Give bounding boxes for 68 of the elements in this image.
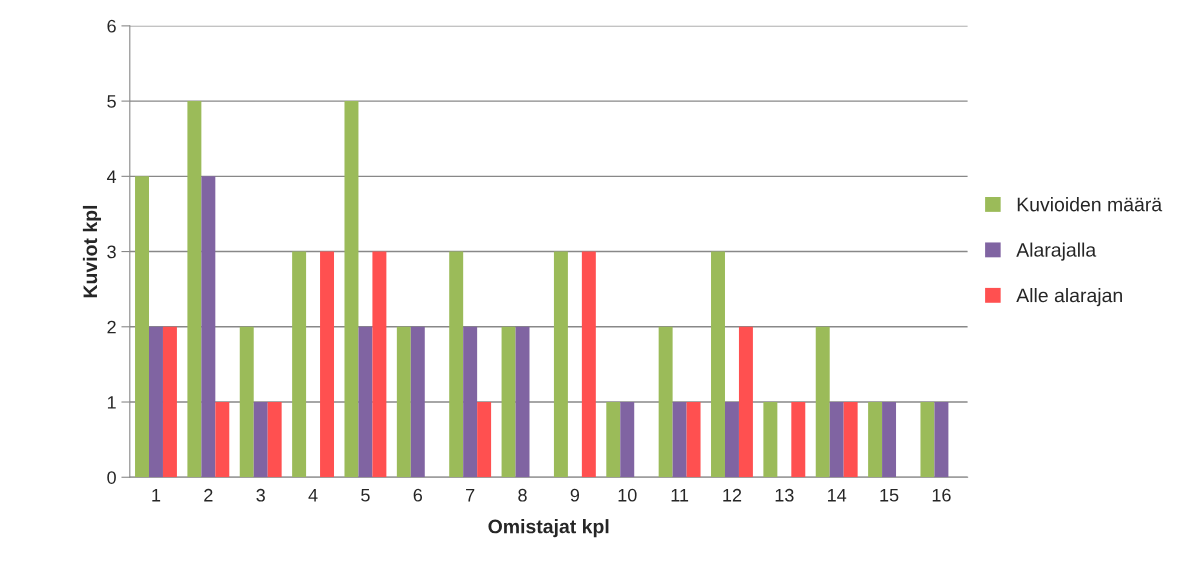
x-tick-label: 12 — [723, 488, 742, 502]
bar — [672, 402, 687, 478]
bar — [358, 326, 373, 478]
x-tick-label: 9 — [570, 488, 580, 502]
bar — [686, 402, 701, 478]
bar — [320, 251, 335, 478]
bar — [515, 326, 530, 478]
y-tick-label: 6 — [107, 19, 116, 33]
bar — [149, 326, 163, 478]
bar — [477, 402, 492, 478]
bar — [292, 251, 307, 478]
bar — [620, 402, 635, 478]
legend-label: Alarajalla — [1016, 242, 1097, 261]
bar — [187, 101, 202, 478]
bar — [843, 402, 858, 478]
bar — [201, 176, 216, 478]
bar — [267, 402, 282, 478]
y-tick-label: 2 — [107, 320, 116, 334]
bar — [463, 326, 478, 478]
bar — [658, 326, 673, 478]
bar — [934, 402, 949, 478]
x-tick-label: 15 — [880, 489, 899, 502]
y-tick-label: 3 — [107, 245, 116, 259]
bar — [215, 402, 230, 478]
y-tick-label: 5 — [107, 95, 116, 108]
bar — [253, 402, 268, 478]
x-tick-label: 13 — [775, 488, 794, 502]
x-tick-label: 14 — [828, 489, 847, 502]
legend-label: Kuvioiden määrä — [1017, 197, 1163, 212]
y-axis-title: Kuviot kpl — [82, 205, 102, 298]
bar — [162, 326, 177, 478]
bar — [724, 402, 739, 478]
x-tick-label: 11 — [671, 489, 689, 502]
y-tick-label: 0 — [107, 471, 116, 484]
bar — [239, 326, 254, 478]
x-tick-label: 1 — [152, 489, 161, 502]
bar — [711, 251, 725, 478]
bar — [882, 402, 897, 478]
bar — [791, 402, 806, 478]
x-tick-label: 7 — [466, 489, 475, 502]
x-tick-label: 3 — [256, 488, 265, 502]
bar — [449, 251, 464, 478]
x-tick-label: 2 — [204, 488, 213, 502]
x-tick-label: 8 — [518, 488, 527, 502]
bar — [344, 101, 359, 478]
bar — [868, 402, 883, 478]
x-axis-title: Omistajat kpl — [488, 519, 609, 538]
bar — [829, 402, 844, 478]
x-tick-label: 16 — [932, 488, 951, 502]
y-tick-label: 1 — [107, 396, 116, 409]
bar — [581, 251, 596, 478]
bar — [501, 326, 516, 478]
bar — [396, 326, 411, 478]
bar — [372, 251, 387, 478]
x-tick-label: 5 — [361, 489, 370, 502]
bar — [763, 402, 778, 478]
x-tick-label: 4 — [308, 489, 318, 502]
x-tick-label: 10 — [618, 488, 637, 502]
bar — [553, 251, 568, 478]
bar — [410, 326, 425, 478]
y-tick-label: 4 — [106, 170, 117, 183]
x-tick-label: 6 — [413, 488, 423, 502]
bar — [738, 326, 753, 478]
bar — [135, 176, 149, 478]
bar — [920, 402, 935, 478]
legend-label: Alle alarajan — [1016, 288, 1122, 307]
bar — [815, 326, 830, 478]
bar — [606, 402, 621, 478]
